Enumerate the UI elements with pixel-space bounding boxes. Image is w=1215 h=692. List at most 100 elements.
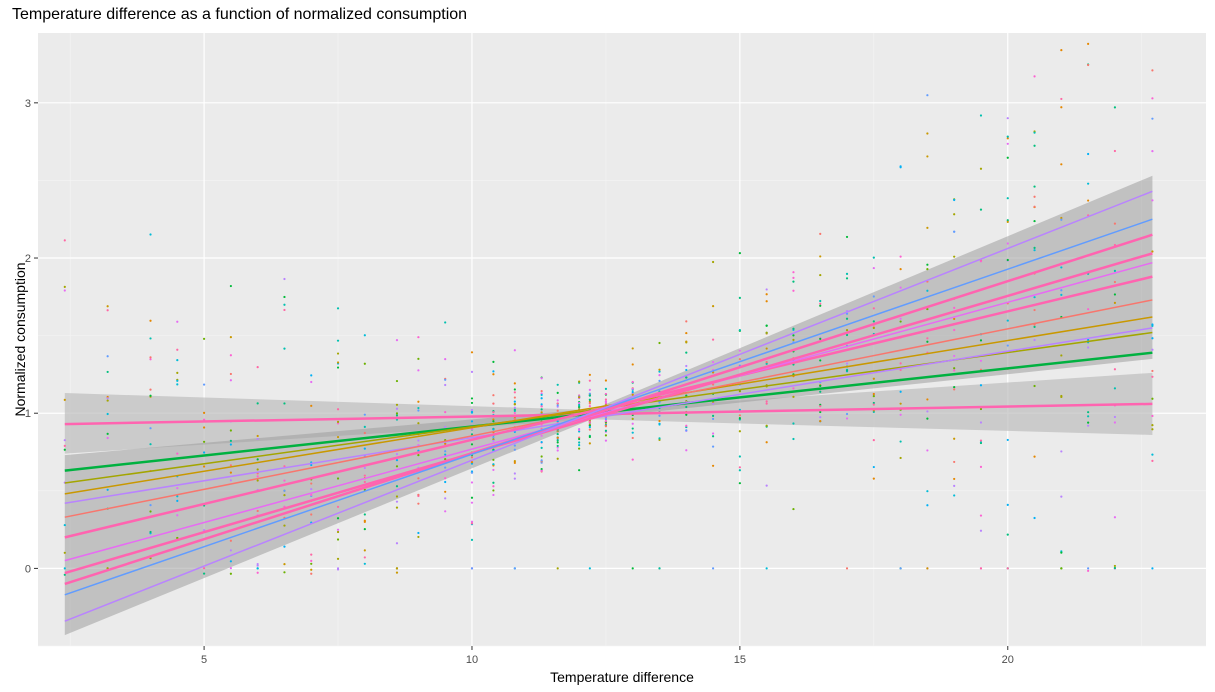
data-point (149, 388, 152, 391)
data-point (711, 383, 715, 386)
x-axis-ticks: 5 10 15 20 (201, 646, 1014, 666)
data-point (310, 562, 313, 565)
data-point (819, 255, 822, 258)
data-point (417, 400, 420, 403)
data-point (149, 503, 152, 507)
data-point (149, 394, 152, 397)
data-point (444, 510, 447, 513)
data-point (711, 464, 715, 467)
data-point (1060, 163, 1063, 166)
data-point (444, 383, 447, 387)
data-point (556, 404, 559, 407)
data-point (176, 514, 179, 517)
data-point (819, 299, 822, 303)
data-point (310, 559, 313, 563)
data-point (899, 390, 902, 393)
data-point (256, 571, 259, 574)
data-point (738, 296, 741, 299)
data-point (229, 560, 232, 563)
data-point (819, 337, 822, 340)
data-point (711, 414, 715, 417)
data-point (310, 513, 313, 516)
data-point (685, 320, 688, 323)
data-point (1033, 249, 1036, 252)
data-point (540, 408, 543, 411)
data-point (395, 453, 399, 456)
data-point (202, 572, 206, 575)
data-point (310, 463, 313, 467)
data-point (1033, 185, 1036, 188)
data-point (872, 394, 875, 398)
data-point (711, 445, 715, 448)
data-point (738, 389, 741, 393)
data-point (63, 285, 66, 288)
data-point (176, 536, 179, 540)
data-point (417, 406, 420, 410)
data-point (926, 307, 929, 311)
data-point (229, 572, 232, 575)
data-point (1113, 368, 1117, 371)
data-point (470, 496, 474, 499)
data-point (283, 295, 286, 299)
data-point (106, 397, 109, 400)
data-point (492, 438, 495, 441)
data-point (738, 414, 741, 417)
data-point (578, 380, 581, 383)
data-point (256, 402, 259, 405)
data-point (395, 412, 399, 415)
data-point (283, 563, 286, 566)
data-point (513, 388, 516, 391)
data-point (899, 362, 902, 365)
data-point (765, 424, 768, 427)
x-tick-label: 5 (201, 654, 207, 666)
data-point (1087, 338, 1090, 341)
data-point (540, 446, 543, 449)
data-point (556, 409, 559, 412)
data-point (556, 383, 559, 386)
data-point (1006, 503, 1009, 507)
data-point (556, 441, 559, 444)
data-point (819, 410, 822, 414)
data-point (738, 482, 741, 485)
data-point (1006, 344, 1009, 347)
data-point (578, 405, 581, 408)
data-point (229, 336, 232, 339)
data-point (845, 412, 849, 416)
data-point (229, 479, 232, 482)
data-point (1151, 150, 1154, 153)
regression-line (64, 252, 1153, 575)
data-point (1060, 218, 1063, 221)
data-point (176, 495, 179, 498)
data-point (256, 458, 259, 461)
data-point (588, 567, 591, 570)
data-point (540, 441, 543, 444)
data-point (979, 439, 983, 442)
data-point (149, 337, 152, 340)
data-point (765, 360, 768, 364)
data-point (256, 468, 259, 471)
data-point (658, 419, 661, 423)
data-point (363, 520, 366, 524)
data-point (1060, 106, 1063, 109)
data-point (685, 424, 688, 427)
data-point (845, 417, 849, 420)
data-point (658, 567, 661, 570)
data-point (792, 437, 795, 441)
data-point (202, 528, 206, 532)
data-point (310, 482, 313, 485)
data-point (470, 408, 474, 412)
data-point (336, 477, 340, 480)
data-point (540, 455, 543, 458)
data-point (1033, 308, 1036, 312)
data-point (953, 213, 956, 216)
data-point (1087, 421, 1090, 424)
data-point (953, 306, 956, 309)
data-point (1060, 567, 1063, 570)
data-point (578, 469, 581, 472)
data-point (540, 393, 543, 397)
data-point (513, 567, 516, 570)
data-point (63, 398, 66, 401)
data-point (363, 425, 366, 428)
data-point (492, 411, 495, 414)
data-point (1033, 219, 1036, 223)
